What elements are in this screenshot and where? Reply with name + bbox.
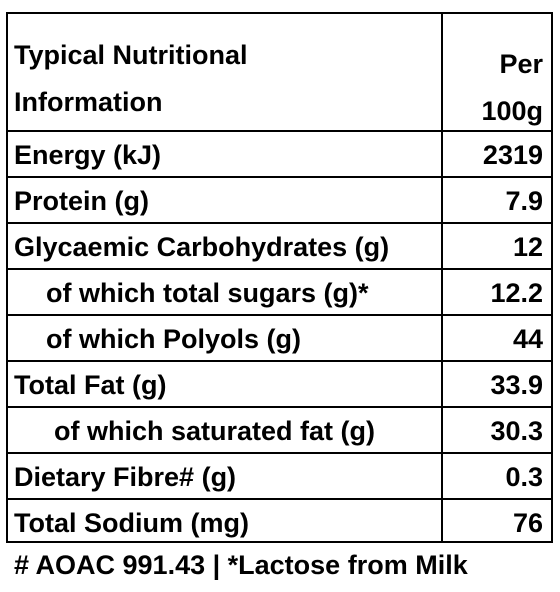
table-row: Glycaemic Carbohydrates (g) 12 [8,222,551,268]
table-row: Energy (kJ) 2319 [8,130,551,176]
row-label: Protein (g) [14,186,149,216]
row-value: 30.3 [490,416,543,446]
row-label: Energy (kJ) [14,140,162,170]
row-value: 44 [512,324,543,354]
row-label: Glycaemic Carbohydrates (g) [14,232,390,262]
row-value: 76 [512,508,543,538]
table-row: of which total sugars (g)* 12.2 [8,268,551,314]
row-label: of which Polyols (g) [46,324,301,354]
table-row: Dietary Fibre# (g) 0.3 [8,452,551,498]
footnote: # AOAC 991.43 | *Lactose from Milk [14,550,468,580]
nutrition-table: Typical Nutritional Information Per 100g… [6,12,553,543]
table-row: of which Polyols (g) 44 [8,314,551,360]
table-row: Total Sodium (mg) 76 [8,498,551,543]
row-value: 7.9 [505,186,543,216]
row-label: Total Fat (g) [14,370,167,400]
row-label: Dietary Fibre# (g) [14,462,237,492]
table-row: Protein (g) 7.9 [8,176,551,222]
row-value: 12.2 [490,278,543,308]
row-label: of which total sugars (g)* [46,278,369,308]
table-row: of which saturated fat (g) 30.3 [8,406,551,452]
table-row: Total Fat (g) 33.9 [8,360,551,406]
column-divider [441,14,443,541]
row-label: of which saturated fat (g) [54,416,376,446]
header-label: Typical Nutritional Information [14,40,248,117]
row-value: 12 [512,232,543,262]
row-value: 33.9 [490,370,543,400]
row-value: 0.3 [505,462,543,492]
header-value: Per 100g [481,49,543,126]
row-value: 2319 [482,140,543,170]
table-header-row: Typical Nutritional Information Per 100g [8,14,551,130]
row-label: Total Sodium (mg) [14,508,249,538]
